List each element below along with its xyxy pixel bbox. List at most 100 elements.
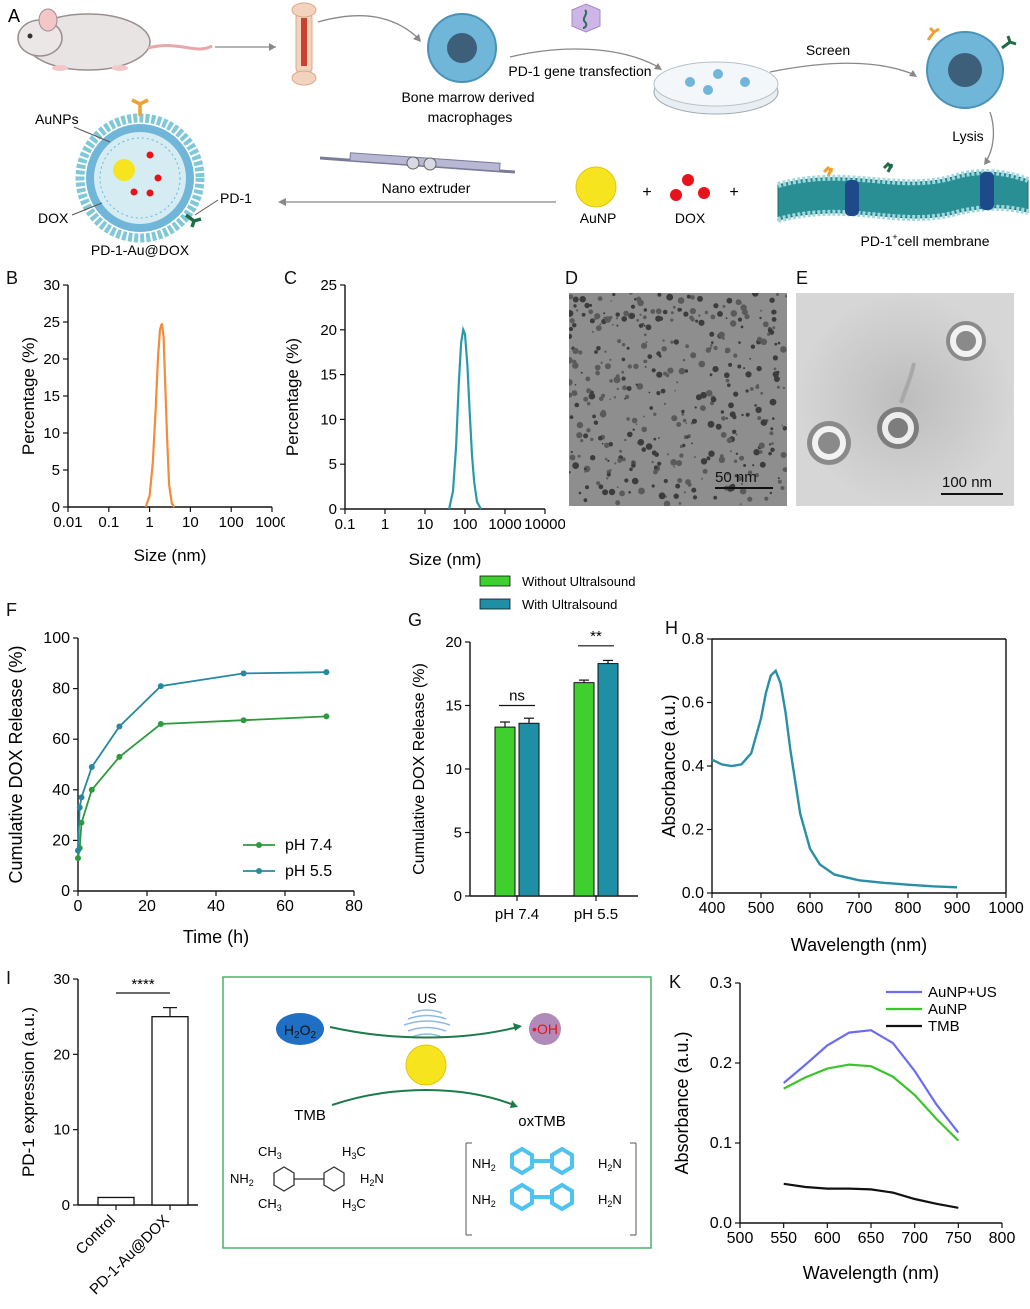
nanoparticle-dot — [572, 323, 577, 328]
nanoparticle-dot — [685, 479, 691, 485]
nanoparticle-dot — [713, 303, 719, 309]
y-tick-label: 15 — [43, 388, 60, 405]
nanoparticle-dot — [709, 346, 712, 350]
nanoparticle-dot — [749, 357, 752, 360]
nanoparticle-dot — [675, 483, 681, 489]
nanoparticle-dot — [658, 437, 660, 439]
nanoparticle-dot — [635, 383, 638, 386]
nanoparticle-dot — [619, 449, 623, 453]
x-tick-label: 800 — [989, 1230, 1016, 1247]
nanoparticle-dot — [594, 350, 598, 354]
svg-text:H3C: H3C — [342, 1144, 366, 1161]
nanoparticle-dot — [665, 373, 670, 378]
nanoparticle-dot — [569, 333, 573, 339]
y-tick-label: 5 — [329, 456, 337, 473]
nanoparticle-dot — [631, 417, 638, 424]
release-point — [88, 764, 95, 771]
nanoparticle-dot — [609, 358, 612, 361]
x-tick-label: 1000 — [488, 516, 521, 533]
release-point — [75, 855, 81, 862]
nanoparticle-dot — [633, 363, 639, 369]
nanoparticle-dot — [648, 391, 651, 394]
y-axis-title: Cumulative DOX Release (%) — [411, 663, 428, 875]
nanoparticle-dot — [759, 316, 762, 320]
nanoparticle-dot — [700, 458, 708, 465]
nanoparticle-dot — [584, 302, 590, 309]
nanoparticle-dot — [645, 324, 652, 331]
y-axis-title: Percentage (%) — [19, 337, 38, 455]
nanoparticle-dot — [641, 426, 647, 433]
nanoparticle-dot — [710, 344, 713, 347]
nanoparticle-dot — [773, 367, 777, 371]
nanoparticle-dot — [615, 312, 620, 317]
nanoparticle-dot — [692, 495, 698, 500]
y-tick-label: 0.3 — [710, 975, 732, 992]
nanoparticle-dot — [780, 486, 785, 490]
nanoparticle-dot — [769, 297, 775, 303]
nanoparticle-dot — [735, 452, 739, 455]
release-point — [323, 713, 330, 720]
nanoparticle-dot — [611, 323, 614, 326]
aunps-label: AuNPs — [35, 111, 79, 127]
nanoparticle-dot — [758, 442, 765, 449]
nanoparticle-dot — [658, 492, 666, 500]
nanoparticle-dot — [604, 457, 608, 461]
macrophage-illustration — [427, 13, 497, 83]
y-tick-label: 10 — [43, 425, 60, 442]
nanoparticle-dot — [643, 324, 646, 327]
nanoparticle-dot — [663, 478, 668, 484]
nanoparticle-dot — [638, 323, 644, 328]
bmdm-label-line1: Bone marrow derived — [401, 89, 534, 105]
nanoparticle-dot — [756, 383, 759, 387]
nanoparticle-dot — [689, 308, 696, 315]
legend-label: AuNP+US — [928, 984, 997, 1001]
nanoparticle-dot — [733, 391, 739, 397]
x-tick-label: 10000 — [524, 516, 565, 533]
significance-label: **** — [131, 976, 155, 993]
nanoparticle-dot — [738, 341, 741, 344]
nanoparticle-dot — [725, 417, 728, 420]
nanoparticle-dot — [729, 450, 732, 453]
svg-text:NH2: NH2 — [472, 1156, 496, 1173]
nanoparticle-dot — [651, 450, 657, 456]
nanoparticle-dot — [572, 296, 579, 303]
x-tick-label: 1000 — [255, 514, 285, 531]
panel-k-chart: 500 550 600 650 700 750 800 0.0 0.1 0.2 0.3 Wavelen… — [672, 975, 1016, 1283]
absorbance-line-2 — [783, 1182, 959, 1209]
y-tick-label: 30 — [43, 277, 60, 294]
nanoparticle-dot — [637, 439, 645, 446]
nanoparticle-dot — [713, 345, 718, 351]
scalebar-e-line — [941, 493, 1003, 495]
nanoparticle-dot — [626, 417, 630, 421]
nanoparticle-dot — [580, 371, 583, 374]
nanoparticle-dot — [656, 351, 661, 356]
nanoparticle-dot — [637, 299, 644, 307]
nanoparticle-dot — [774, 342, 778, 346]
nanoparticle-dot — [569, 415, 574, 419]
nanoparticle-dot — [629, 467, 633, 472]
arrow-tmb-to-oxtmb — [331, 1089, 515, 1106]
y-tick-label: 15 — [320, 367, 337, 384]
bar — [97, 1196, 135, 1206]
tem-vesicles — [796, 293, 1014, 506]
nanoparticle-dot — [732, 415, 737, 420]
nanoparticle-dot — [609, 398, 611, 401]
nanoparticle-dot — [744, 314, 750, 320]
nanoparticle-dot — [653, 437, 657, 441]
panel-h-chart: 400 500 600 700 800 900 1000 0.0 0.2 0.4 0.6 0.8 Wav… — [659, 631, 1024, 955]
nanoparticle-dot — [653, 412, 657, 416]
nanoparticle-dot — [769, 431, 774, 436]
nanoparticle-dot — [643, 333, 647, 337]
nanoparticle-dot — [651, 368, 656, 373]
dox-molecules-illustration — [670, 174, 710, 201]
y-tick-label: 10 — [320, 411, 337, 428]
nanoparticle-dot — [639, 313, 642, 316]
nanoparticle-dot — [760, 309, 763, 312]
nanoparticle-dot — [662, 339, 665, 342]
nanoparticle-dot — [679, 453, 684, 458]
x-tick-label: 600 — [797, 900, 824, 917]
y-tick-label: 30 — [53, 971, 70, 988]
nanoparticle-dot — [598, 435, 603, 441]
nanoparticle-dot — [662, 309, 668, 315]
oxtmb-structure: NH2 H2N NH2 H2N — [465, 1142, 637, 1236]
